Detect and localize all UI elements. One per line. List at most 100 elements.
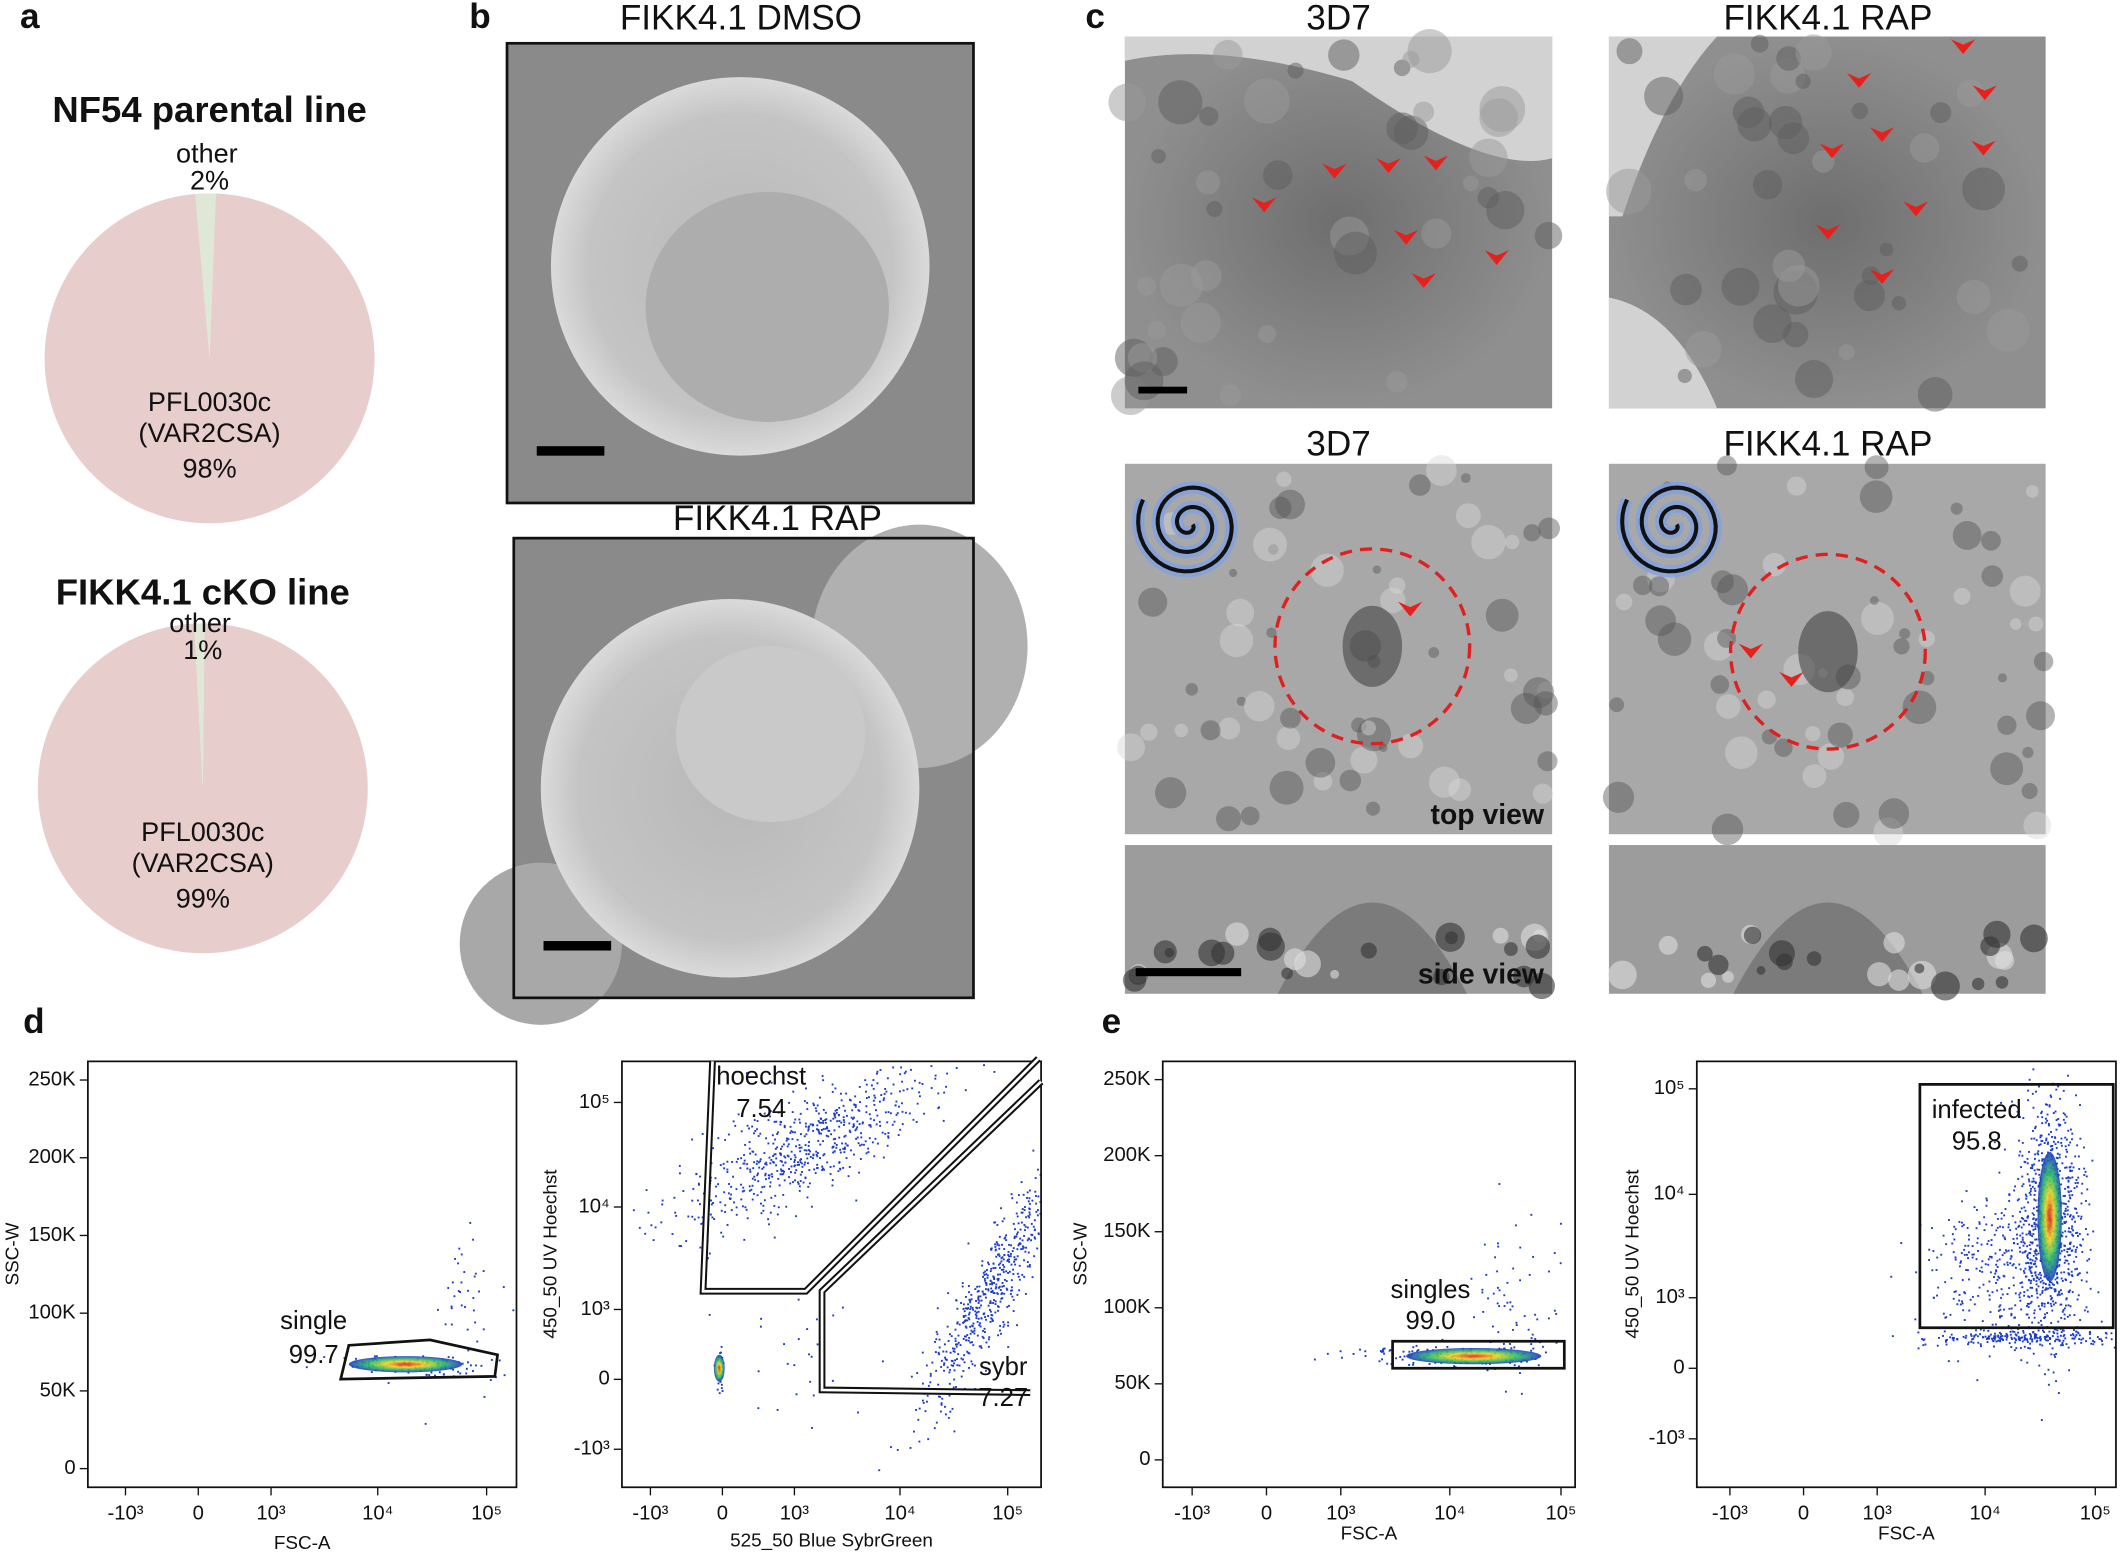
event-dot	[799, 1173, 802, 1176]
event-dot	[731, 1161, 734, 1163]
event-dot	[2027, 1099, 2030, 1102]
event-dot	[2035, 1280, 2038, 1283]
event-dot	[865, 1090, 867, 1093]
arrowhead	[1971, 140, 1996, 156]
tomo-speckle	[1523, 524, 1541, 542]
event-dot	[864, 1140, 867, 1143]
event-dot	[661, 1199, 664, 1202]
event-dot	[2069, 1231, 2072, 1234]
event-dot	[776, 1146, 779, 1149]
event-dot	[973, 1332, 976, 1335]
event-dot	[1008, 1255, 1010, 1258]
tomo-speckle	[1174, 723, 1189, 738]
event-dot	[976, 1285, 979, 1288]
event-dot	[882, 1099, 885, 1101]
event-dot	[954, 1337, 957, 1340]
event-dot	[2038, 1159, 2041, 1162]
event-dot	[924, 1410, 927, 1413]
event-dot	[2059, 1344, 2062, 1347]
tomo-speckle	[1538, 517, 1560, 540]
event-dot	[2028, 1296, 2031, 1299]
event-dot	[1900, 1242, 1903, 1245]
event-dot	[1503, 1347, 1505, 1350]
event-dot	[2097, 1291, 2100, 1294]
event-dot	[2019, 1282, 2022, 1285]
event-dot	[2056, 1162, 2058, 1165]
event-dot	[1950, 1333, 1953, 1336]
event-dot	[2054, 1301, 2057, 1304]
event-dot	[2074, 1182, 2077, 1185]
event-dot	[885, 1090, 888, 1093]
x-tick-label: 10⁵	[471, 1503, 502, 1525]
event-dot	[991, 1319, 994, 1322]
event-dot	[476, 1340, 479, 1343]
event-dot	[1979, 1333, 1982, 1336]
event-dot	[849, 1099, 852, 1102]
event-dot	[1988, 1255, 1991, 1258]
event-dot	[760, 1191, 763, 1194]
event-dot	[935, 1338, 938, 1341]
event-dot	[1016, 1215, 1019, 1218]
event-dot	[2083, 1309, 2086, 1312]
event-dot	[2023, 1272, 2026, 1274]
event-dot	[1973, 1335, 1976, 1338]
event-dot	[2085, 1175, 2088, 1178]
event-dot	[2056, 1281, 2058, 1284]
event-dot	[2019, 1337, 2022, 1339]
event-dot	[2000, 1212, 2003, 1215]
event-dot	[839, 1151, 842, 1154]
event-dot	[1005, 1270, 1008, 1273]
event-dot	[788, 1176, 790, 1179]
event-dot	[999, 1266, 1001, 1269]
event-dot	[962, 1338, 965, 1340]
event-dot	[407, 1371, 410, 1374]
event-dot	[1931, 1269, 1934, 1272]
event-dot	[1971, 1245, 1974, 1248]
em-granule	[1199, 106, 1219, 126]
event-dot	[1013, 1237, 1016, 1240]
event-dot	[771, 1134, 774, 1137]
event-dot	[2018, 1246, 2021, 1249]
event-dot	[899, 1128, 902, 1131]
event-dot	[769, 1110, 772, 1113]
event-dot	[854, 1104, 857, 1107]
em-granule	[1879, 242, 1894, 257]
event-dot	[773, 1204, 776, 1207]
event-dot	[2036, 1152, 2039, 1155]
event-dot	[1037, 1209, 1039, 1212]
event-dot	[878, 1469, 881, 1472]
event-dot	[735, 1160, 738, 1163]
event-dot	[821, 1075, 824, 1077]
event-dot	[969, 1305, 972, 1308]
event-dot	[884, 1088, 887, 1090]
event-dot	[2029, 1267, 2032, 1270]
event-dot	[956, 1307, 959, 1310]
event-dot	[1502, 1343, 1505, 1345]
event-dot	[791, 1131, 794, 1134]
event-dot	[842, 1116, 845, 1119]
event-dot	[767, 1119, 770, 1122]
event-dot	[861, 1122, 864, 1125]
event-dot	[1996, 1289, 1999, 1292]
event-dot	[2041, 1152, 2043, 1155]
event-dot	[2045, 1139, 2048, 1142]
event-dot	[847, 1175, 850, 1178]
micrograph-title: FIKK4.1 RAP	[673, 499, 882, 538]
tomo-speckle	[1280, 707, 1301, 729]
event-dot	[913, 1430, 915, 1433]
event-dot	[894, 1104, 897, 1107]
event-dot	[2046, 1339, 2049, 1342]
x-tick-label: 0	[1798, 1503, 1809, 1525]
event-dot	[2036, 1244, 2039, 1247]
arrowhead	[1376, 158, 1401, 174]
event-dot	[929, 1372, 932, 1375]
event-dot	[799, 1180, 802, 1182]
event-dot	[991, 1281, 993, 1284]
event-dot	[2048, 1104, 2051, 1107]
event-dot	[1985, 1204, 1988, 1207]
event-dot	[2038, 1278, 2041, 1281]
event-dot	[996, 1253, 999, 1256]
event-dot	[807, 1144, 810, 1147]
event-dot	[457, 1290, 460, 1293]
event-dot	[2019, 1150, 2022, 1153]
